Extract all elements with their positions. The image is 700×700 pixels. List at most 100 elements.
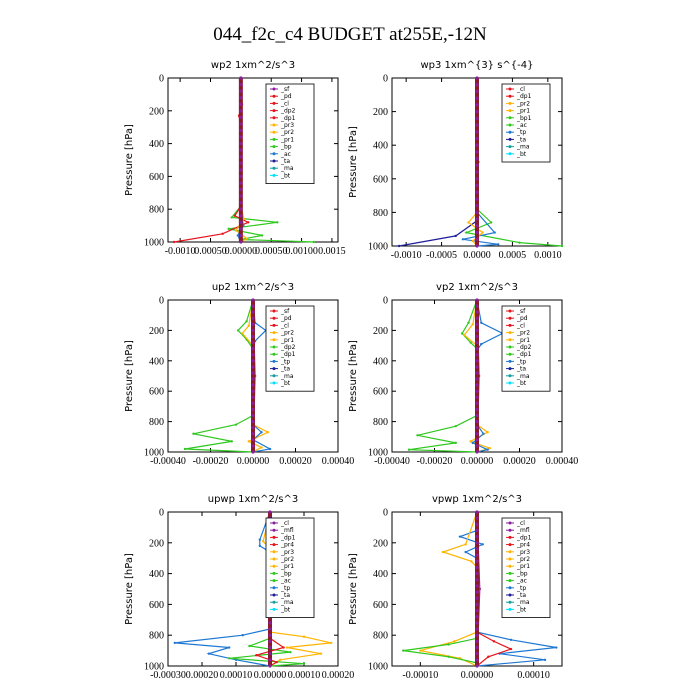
legend-entry: _ma <box>516 144 530 151</box>
chart-panel-vpwp: vpwp 1xm^2/s^3 0 200 400 600 800 1000 -0.00010 0… <box>348 494 563 681</box>
series-point <box>258 544 261 548</box>
y-tick-label: 600 <box>149 172 164 183</box>
legend-entry: _bt <box>516 606 527 613</box>
zero-profile-marker <box>251 389 255 393</box>
plot-frame <box>167 511 339 667</box>
legend-marker <box>272 87 276 91</box>
legend-entry: _pr2 <box>280 556 294 563</box>
series-point <box>471 323 474 326</box>
zero-profile-marker <box>475 639 479 643</box>
zero-profile-marker <box>239 89 243 93</box>
y-tick-label: 1000 <box>144 448 164 459</box>
legend-entry: _cl <box>516 520 525 527</box>
y-tick-label: 0 <box>159 74 164 85</box>
legend-marker <box>508 87 512 91</box>
legend-entry: _dp2 <box>280 108 296 115</box>
series-point <box>248 644 251 648</box>
legend-marker <box>508 345 512 349</box>
zero-profile-marker <box>239 109 243 113</box>
zero-profile-marker <box>251 401 255 405</box>
series-point <box>242 217 246 221</box>
zero-profile-marker <box>239 161 243 165</box>
y-tick-label: 200 <box>149 326 164 337</box>
y-tick-label: 0 <box>383 74 388 85</box>
legend-marker <box>272 137 276 141</box>
y-axis-label: Pressure [hPa] <box>124 340 135 412</box>
zero-profile-marker <box>475 535 479 539</box>
zero-profile-marker <box>239 181 243 185</box>
series-point <box>236 329 240 332</box>
series-point <box>279 658 282 662</box>
series-point <box>302 662 306 665</box>
zero-profile-marker <box>475 353 479 357</box>
y-tick-label: 800 <box>373 417 388 428</box>
legend-marker <box>272 367 276 371</box>
x-tick-label: 0.0005 <box>499 250 527 261</box>
zero-profile-marker <box>475 83 479 87</box>
zero-profile-marker <box>475 584 479 588</box>
series-point <box>482 432 485 435</box>
legend-entry: _ta <box>516 366 526 373</box>
zero-profile-marker <box>475 541 479 545</box>
legend-marker <box>508 130 512 134</box>
zero-profile-marker <box>475 615 479 619</box>
x-tick-label: 0.0000 <box>463 250 491 261</box>
zero-profile-marker <box>239 142 243 146</box>
series-point <box>509 638 513 642</box>
y-tick-label: 1000 <box>368 662 388 673</box>
zero-profile-marker <box>251 298 255 302</box>
y-tick-label: 400 <box>373 141 388 152</box>
series-point <box>560 244 564 248</box>
legend-entry: _ta <box>280 592 290 599</box>
legend-marker <box>508 152 512 156</box>
zero-profile-marker <box>475 237 479 241</box>
panel-title: up2 1xm^2/s^3 <box>212 282 294 293</box>
series-point <box>173 641 176 645</box>
zero-profile-marker <box>475 608 479 613</box>
zero-profile-marker <box>475 163 479 167</box>
legend-marker <box>272 94 276 98</box>
legend-marker <box>272 338 276 342</box>
legend-marker <box>272 535 276 539</box>
legend-entry: _tp <box>516 358 526 365</box>
zero-profile-marker <box>475 645 479 650</box>
zero-profile-marker <box>239 227 243 231</box>
zero-profile-marker <box>268 633 272 637</box>
legend-entry: _pr1 <box>280 337 294 344</box>
zero-profile-marker <box>475 224 479 228</box>
series-point <box>266 431 270 434</box>
y-tick-label: 600 <box>149 600 164 611</box>
zero-profile-marker <box>251 316 255 320</box>
legend-marker <box>272 579 276 583</box>
y-tick-label: 0 <box>159 508 164 519</box>
zero-profile-marker <box>251 304 255 308</box>
legend-entry: _cl <box>280 100 289 107</box>
legend-entry: _cl <box>516 86 525 93</box>
zero-profile-marker <box>475 322 479 326</box>
legend-marker <box>272 586 276 590</box>
series-line-green <box>184 299 254 453</box>
zero-profile-marker <box>475 177 479 181</box>
legend-marker <box>272 564 276 568</box>
zero-profile-marker <box>475 438 479 442</box>
series-point <box>469 341 472 344</box>
zero-profile-marker <box>475 157 479 161</box>
y-tick-label: 400 <box>373 569 388 580</box>
zero-profile-marker <box>239 168 243 172</box>
chart-panel-vp2: vp2 1xm^2/s^3 0 200 400 600 800 1000-0.00040 -0… <box>348 282 578 467</box>
zero-profile-marker <box>475 547 479 551</box>
zero-profile-marker <box>251 438 255 442</box>
panel-title: vp2 1xm^2/s^3 <box>436 282 518 293</box>
zero-profile-marker <box>475 304 479 308</box>
y-axis-label: Pressure [hPa] <box>348 340 359 412</box>
y-tick-label: 1000 <box>144 662 164 673</box>
legend-marker <box>272 145 276 149</box>
y-axis-label: Pressure [hPa] <box>124 124 135 196</box>
zero-profile-marker <box>475 110 479 114</box>
series-point <box>464 543 467 546</box>
zero-profile-marker <box>239 115 243 119</box>
legend-entry: _pr2 <box>280 129 294 136</box>
zero-profile-marker <box>475 377 479 381</box>
zero-profile-marker <box>475 450 479 454</box>
